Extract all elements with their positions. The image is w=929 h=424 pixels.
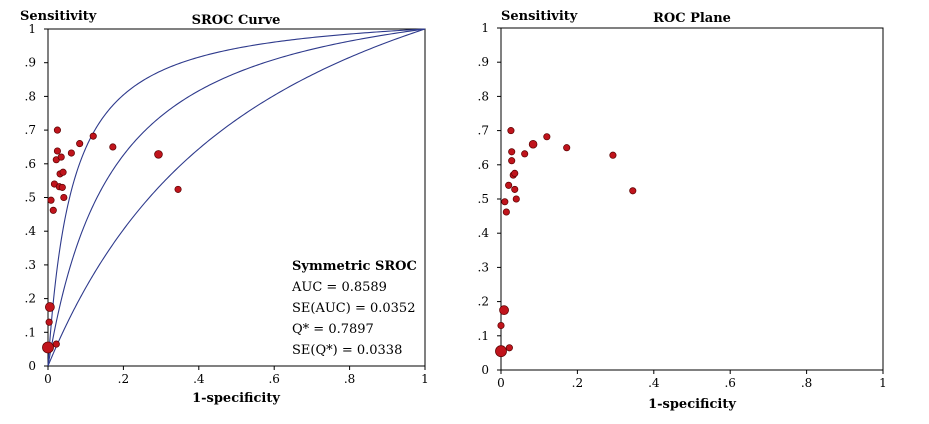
sroc-x-axis-label: 1-specificity — [192, 391, 280, 406]
sroc-study-point — [52, 340, 60, 348]
sroc-y-tick-label: .1 — [25, 325, 36, 339]
roc-y-tick-label: .2 — [478, 295, 489, 309]
sroc-study-point — [58, 183, 66, 191]
roc-study-point — [521, 150, 529, 158]
sroc-stat-q: Q* = 0.7897 — [292, 322, 374, 337]
sroc-points — [42, 126, 182, 354]
roc-study-point — [543, 133, 551, 141]
roc-plot-frame — [500, 27, 884, 371]
sroc-study-point — [42, 341, 54, 354]
sroc-study-point — [174, 185, 182, 193]
roc-y-tick-label: 1 — [481, 21, 489, 35]
sroc-fitted-curve — [47, 28, 426, 367]
sroc-y-tick-label: .8 — [25, 89, 36, 103]
roc-ticks: 0 .2 .4 .6 .8 1 0 .1 .2 .3 .4 .5 .6 .7 .8 .9 1 — [478, 21, 887, 390]
sroc-statistics-box: Symmetric SROC AUC = 0.8589 SE(AUC) = 0.… — [291, 259, 417, 358]
sroc-y-tick-label: 0 — [28, 359, 36, 373]
sroc-x-tick-label: .2 — [118, 372, 129, 386]
roc-y-tick-label: .8 — [478, 89, 489, 103]
roc-study-point — [563, 144, 571, 152]
sroc-study-point — [59, 168, 67, 176]
sroc-study-point — [47, 196, 55, 204]
roc-study-point — [495, 345, 507, 358]
sroc-x-tick-label: 1 — [421, 372, 429, 386]
roc-study-point — [508, 148, 516, 156]
roc-study-point — [511, 169, 519, 177]
sroc-x-tick-label: .8 — [344, 372, 355, 386]
roc-x-axis-label: 1-specificity — [648, 397, 736, 412]
roc-study-point — [629, 187, 637, 195]
sroc-x-tick-label: .6 — [268, 372, 279, 386]
roc-study-point — [507, 127, 515, 135]
roc-y-tick-label: .6 — [478, 158, 489, 172]
roc-study-point — [505, 344, 513, 352]
roc-y-tick-label: .3 — [478, 260, 489, 274]
sroc-ticks: 0 .2 .4 .6 .8 1 0 .1 .2 .3 .4 .5 .6 .7 .8 .9 1 — [25, 22, 429, 386]
roc-study-point — [499, 305, 509, 316]
sroc-y-tick-label: .6 — [25, 157, 36, 171]
roc-x-tick-label: .4 — [648, 376, 660, 390]
sroc-upper-curve — [47, 28, 426, 367]
roc-y-tick-label: .5 — [478, 192, 489, 206]
sroc-x-tick-label: 0 — [44, 372, 52, 386]
sroc-y-tick-label: .4 — [25, 224, 37, 238]
sroc-study-point — [89, 132, 97, 140]
sroc-stat-se-auc: SE(AUC) = 0.0352 — [292, 301, 415, 316]
roc-x-tick-label: 1 — [879, 376, 887, 390]
sroc-study-point — [60, 193, 68, 202]
roc-study-point — [501, 198, 509, 206]
roc-study-point — [609, 151, 617, 159]
sroc-y-tick-label: 1 — [28, 22, 36, 36]
sroc-study-point — [53, 147, 61, 155]
roc-study-point — [505, 181, 513, 189]
roc-points — [495, 127, 637, 358]
sroc-study-point — [45, 318, 53, 326]
roc-y-axis-label: Sensitivity — [501, 9, 578, 24]
sroc-stat-se-q: SE(Q*) = 0.0338 — [292, 343, 402, 358]
roc-chart-title: ROC Plane — [653, 11, 731, 26]
roc-study-point — [508, 157, 516, 165]
sroc-study-point — [67, 149, 75, 157]
roc-y-tick-label: .9 — [478, 55, 489, 69]
roc-plane-panel: Sensitivity ROC Plane 1-specificity 0 .2.… — [478, 9, 887, 412]
roc-x-tick-label: .6 — [724, 376, 735, 390]
sroc-study-point — [154, 150, 163, 159]
roc-x-tick-label: .8 — [801, 376, 812, 390]
roc-study-point — [502, 208, 510, 216]
sroc-study-point — [57, 153, 65, 161]
sroc-study-point — [53, 126, 61, 134]
roc-x-tick-label: 0 — [497, 376, 505, 390]
roc-y-tick-label: .1 — [478, 329, 489, 343]
sroc-stat-auc: AUC = 0.8589 — [291, 280, 387, 295]
roc-y-tick-label: .7 — [478, 124, 489, 138]
roc-x-tick-label: .2 — [572, 376, 583, 390]
sroc-y-tick-label: .5 — [25, 191, 36, 205]
sroc-chart-title: SROC Curve — [192, 13, 281, 28]
roc-study-point — [512, 195, 520, 203]
roc-study-point — [528, 140, 538, 149]
sroc-stats-title: Symmetric SROC — [292, 259, 417, 274]
roc-study-point — [497, 321, 505, 330]
sroc-y-tick-label: .3 — [25, 258, 36, 272]
sroc-y-tick-label: .9 — [25, 56, 36, 70]
sroc-y-axis-label: Sensitivity — [20, 9, 97, 24]
roc-study-point — [511, 185, 519, 193]
sroc-study-point — [45, 302, 55, 312]
sroc-x-tick-label: .4 — [193, 372, 205, 386]
roc-y-tick-label: 0 — [481, 363, 489, 377]
sroc-study-point — [76, 140, 84, 148]
sroc-y-tick-label: .2 — [25, 292, 36, 306]
roc-y-tick-label: .4 — [478, 226, 490, 240]
sroc-panel: Sensitivity SROC Curve 1-specificity 0 .2… — [20, 9, 429, 406]
sroc-study-point — [49, 206, 57, 214]
sroc-y-tick-label: .7 — [25, 123, 36, 137]
sroc-study-point — [109, 143, 117, 151]
